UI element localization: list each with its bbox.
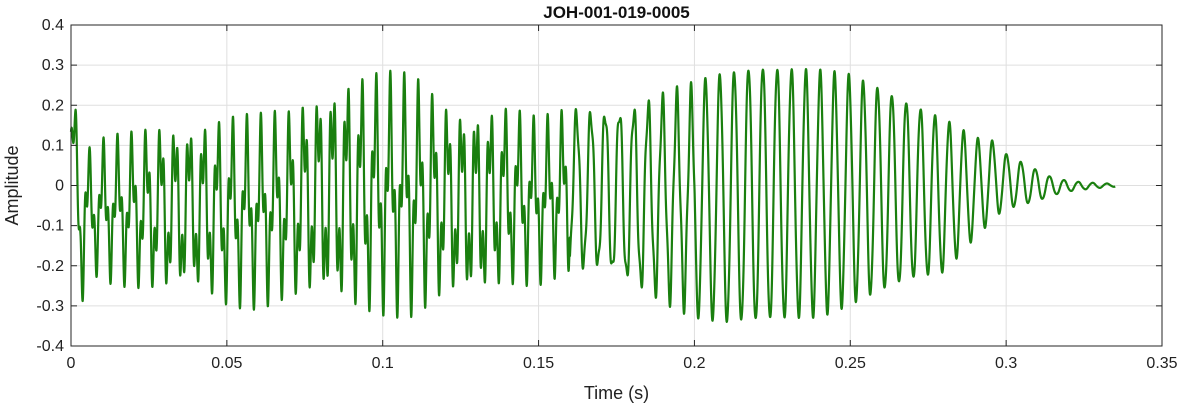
ticks: 0 0.05 0.1 0.15 0.2 0.25 0.3 0.35 -0.4 -0.3 -0.2 -0… (36, 17, 1177, 372)
y-tick-label: -0.1 (36, 218, 64, 235)
x-tick-label: 0.3 (995, 355, 1017, 372)
x-tick-label: 0.15 (523, 355, 554, 372)
x-tick-label: 0.1 (372, 355, 394, 372)
chart-title: JOH-001-019-0005 (543, 3, 689, 22)
y-tick-label: 0.1 (42, 137, 64, 154)
x-tick-label: 0.35 (1146, 355, 1177, 372)
y-tick-label: 0.2 (42, 97, 64, 114)
x-tick-label: 0.25 (835, 355, 866, 372)
series-group (69, 68, 1117, 323)
y-axis-label: Amplitude (2, 145, 22, 225)
x-tick-label: 0 (67, 355, 76, 372)
y-tick-label: 0 (55, 178, 64, 195)
y-tick-label: -0.2 (36, 258, 64, 275)
y-tick-label: -0.3 (36, 298, 64, 315)
amplitude-series-line (69, 68, 1117, 323)
x-tick-label: 0.2 (683, 355, 705, 372)
y-tick-label: -0.4 (36, 338, 64, 355)
x-tick-label: 0.05 (211, 355, 242, 372)
x-axis-label: Time (s) (584, 383, 649, 403)
y-tick-label: 0.3 (42, 57, 64, 74)
y-tick-label: 0.4 (42, 17, 64, 34)
